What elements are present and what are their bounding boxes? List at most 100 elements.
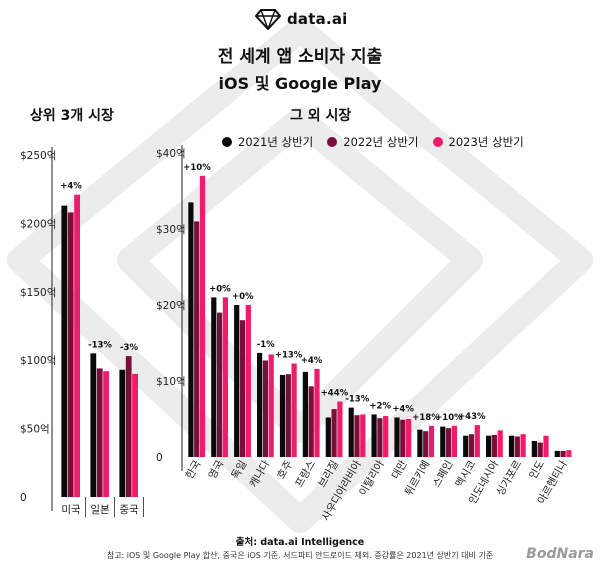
bar-1-0-0 xyxy=(188,202,194,457)
growth-label: +4% xyxy=(60,182,82,192)
bar-1-13-1 xyxy=(491,434,497,457)
x-tick-label: 중국 xyxy=(119,504,139,516)
bar-1-8-0 xyxy=(371,414,377,457)
source-text: 출처: data.ai Intelligence xyxy=(235,537,365,548)
bar-1-1-1 xyxy=(217,312,223,457)
legend-dot-2023 xyxy=(432,137,443,147)
bar-1-13-0 xyxy=(486,435,492,457)
bar-0-2-1 xyxy=(125,356,132,497)
bar-1-11-0 xyxy=(440,426,446,457)
growth-label: +10% xyxy=(435,413,463,423)
bar-0-1-1 xyxy=(96,368,103,497)
bar-1-5-1 xyxy=(308,386,314,457)
bar-1-11-2 xyxy=(451,425,457,457)
bar-0-0-2 xyxy=(74,194,80,497)
bar-1-10-1 xyxy=(423,431,429,457)
bar-1-7-0 xyxy=(348,407,354,457)
x-tick-label: 영국 xyxy=(206,458,226,481)
growth-label: -13% xyxy=(345,395,369,405)
footnote-text: 참고: iOS 및 Google Play 합산, 중국은 iOS 기준. 서드… xyxy=(106,551,494,560)
growth-label: +4% xyxy=(392,404,414,414)
x-tick-label: 호주 xyxy=(275,458,295,481)
bar-1-7-2 xyxy=(360,414,366,457)
bar-1-14-1 xyxy=(514,436,520,457)
page-subtitle: iOS 및 Google Play xyxy=(218,74,382,93)
growth-label: +18% xyxy=(412,413,440,423)
x-tick-label: 스페인 xyxy=(431,459,456,490)
x-tick-label: 캐나다 xyxy=(247,458,272,489)
bar-1-12-1 xyxy=(468,434,475,457)
bar-1-8-1 xyxy=(377,418,383,457)
growth-label: +10% xyxy=(183,163,211,173)
bar-1-9-1 xyxy=(400,419,406,457)
growth-label: -13% xyxy=(88,340,112,350)
brand-logo: data.ai xyxy=(0,6,600,32)
growth-label: +44% xyxy=(321,389,349,399)
bar-1-3-0 xyxy=(257,352,263,457)
y-tick-label: $20억 xyxy=(156,300,186,312)
bar-1-3-1 xyxy=(262,360,268,457)
bar-1-7-1 xyxy=(354,415,360,457)
y-tick-label: $30억 xyxy=(156,224,186,236)
legend-item-2021: 2021년 상반기 xyxy=(222,134,313,150)
x-tick-label: 미국 xyxy=(61,504,81,516)
legend-item-2022: 2022년 상반기 xyxy=(327,134,419,150)
legend: 2021년 상반기 2022년 상반기 2023년 상반기 xyxy=(222,134,538,150)
bar-1-14-2 xyxy=(520,434,526,457)
y-tick-label: 0 xyxy=(156,452,163,464)
bar-0-1-2 xyxy=(103,371,109,497)
growth-label: +2% xyxy=(369,401,391,411)
page-title: 전 세계 앱 소비자 지출 xyxy=(217,47,383,67)
bar-1-14-0 xyxy=(508,435,515,457)
legend-label-2021: 2021년 상반기 xyxy=(238,135,314,149)
y-tick-label: $100억 xyxy=(20,355,56,367)
bar-1-10-0 xyxy=(417,429,423,457)
growth-label: +13% xyxy=(275,351,303,361)
growth-label: -1% xyxy=(257,340,275,350)
growth-label: +0% xyxy=(209,284,231,294)
growth-label: +43% xyxy=(458,412,486,422)
bar-1-15-1 xyxy=(537,442,543,457)
growth-label: +4% xyxy=(301,356,323,366)
bar-1-16-0 xyxy=(554,450,560,457)
y-tick-label: $250억 xyxy=(20,150,56,162)
bodnara-watermark: BodNara xyxy=(526,546,594,562)
y-tick-label: $10억 xyxy=(156,376,186,388)
bar-0-0-1 xyxy=(67,212,74,497)
bar-1-9-2 xyxy=(406,419,412,457)
bar-1-9-0 xyxy=(394,417,400,457)
x-tick-label: 일본 xyxy=(90,503,110,516)
bar-1-0-1 xyxy=(194,221,200,457)
section-title-top3: 상위 3개 시장 xyxy=(30,108,114,124)
bar-1-2-0 xyxy=(234,305,240,457)
bar-1-15-2 xyxy=(543,435,549,457)
section-title-others: 그 외 시장 xyxy=(290,108,352,124)
bar-0-2-0 xyxy=(119,369,126,497)
bar-1-16-2 xyxy=(566,450,572,457)
bar-1-6-2 xyxy=(337,401,343,457)
legend-label-2023: 2023년 상반기 xyxy=(448,135,524,149)
x-tick-label: 프랑스 xyxy=(293,458,318,489)
bar-1-13-2 xyxy=(497,430,503,457)
x-tick-label: 인도 xyxy=(527,458,547,481)
y-tick-label: $150억 xyxy=(20,287,56,299)
bar-1-6-0 xyxy=(325,417,331,457)
legend-dot-2021 xyxy=(222,137,232,147)
bar-1-8-2 xyxy=(383,415,389,457)
legend-label-2022: 2022년 상반기 xyxy=(343,135,419,149)
bar-1-0-2 xyxy=(199,175,206,458)
y-tick-label: $200억 xyxy=(20,218,56,230)
bar-1-4-1 xyxy=(285,374,291,457)
growth-label: +0% xyxy=(232,292,254,302)
bar-1-5-2 xyxy=(314,368,320,457)
legend-item-2023: 2023년 상반기 xyxy=(432,134,524,150)
bar-1-1-0 xyxy=(211,297,217,457)
bar-1-2-2 xyxy=(245,305,251,457)
x-tick-label: 한국 xyxy=(184,458,204,481)
bar-1-1-2 xyxy=(222,297,228,457)
bar-1-4-0 xyxy=(279,374,286,457)
bar-1-3-2 xyxy=(268,354,274,457)
diamond-logo-icon xyxy=(255,9,281,30)
bar-1-16-1 xyxy=(560,450,566,457)
